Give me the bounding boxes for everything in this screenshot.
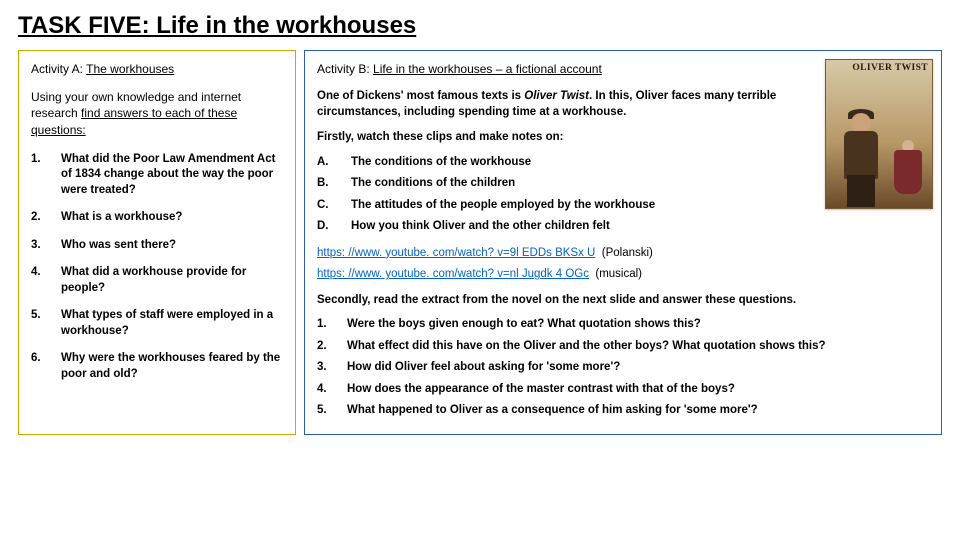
list-item: 1.What did the Poor Law Amendment Act of… <box>31 152 283 211</box>
q-text: What happened to Oliver as a consequence… <box>347 400 929 422</box>
q-number: 3. <box>317 357 347 379</box>
letter-label: B. <box>317 173 351 195</box>
intro-pre: One of Dickens' most famous texts is <box>317 90 524 102</box>
activity-a-prefix: Activity A: <box>31 62 86 76</box>
activity-a-question-list: 1.What did the Poor Law Amendment Act of… <box>31 152 283 395</box>
secondly-bold: read <box>374 294 398 306</box>
link-2-label: (musical) <box>595 268 642 280</box>
watch-pre: Firstly, <box>317 131 357 143</box>
list-item: B.The conditions of the children <box>317 173 655 195</box>
q-text: What did a workhouse provide for people? <box>61 265 283 308</box>
list-item: 3.How did Oliver feel about asking for '… <box>317 357 929 379</box>
letter-text: The conditions of the children <box>351 173 655 195</box>
letter-text: How you think Oliver and the other child… <box>351 216 655 238</box>
activity-a-title-underlined: The workhouses <box>86 62 174 76</box>
q-text: Why were the workhouses feared by the po… <box>61 351 283 394</box>
letter-label: D. <box>317 216 351 238</box>
activity-b-question-list: 1.Were the boys given enough to eat? Wha… <box>317 314 929 422</box>
list-item: 6.Why were the workhouses feared by the … <box>31 351 283 394</box>
q-number: 5. <box>31 308 61 351</box>
q-text: Who was sent there? <box>61 238 283 266</box>
q-text: What is a workhouse? <box>61 210 283 238</box>
list-item: A.The conditions of the workhouse <box>317 152 655 174</box>
youtube-link-musical[interactable]: https: //www. youtube. com/watch? v=nl J… <box>317 268 589 280</box>
q-text: Were the boys given enough to eat? What … <box>347 314 929 336</box>
letter-text: The conditions of the workhouse <box>351 152 655 174</box>
list-item: 5.What happened to Oliver as a consequen… <box>317 400 929 422</box>
secondly-pre: Secondly, <box>317 294 374 306</box>
q-number: 5. <box>317 400 347 422</box>
q-text: What effect did this have on the Oliver … <box>347 336 929 358</box>
video-link-1: https: //www. youtube. com/watch? v=9l E… <box>317 246 929 262</box>
watch-bold: watch <box>357 131 390 143</box>
q-text: How does the appearance of the master co… <box>347 379 929 401</box>
secondly-post: the extract from the novel on the next s… <box>398 294 796 306</box>
youtube-link-polanski[interactable]: https: //www. youtube. com/watch? v=9l E… <box>317 247 595 259</box>
content-columns: Activity A: The workhouses Using your ow… <box>18 50 942 435</box>
list-item: 2.What effect did this have on the Olive… <box>317 336 929 358</box>
letter-text: The attitudes of the people employed by … <box>351 195 655 217</box>
watch-post: these clips and make notes on: <box>390 131 564 143</box>
q-number: 6. <box>31 351 61 394</box>
activity-b-prefix: Activity B: <box>317 62 373 76</box>
q-text: What types of staff were employed in a w… <box>61 308 283 351</box>
page-title: TASK FIVE: Life in the workhouses <box>18 12 942 40</box>
poster-figure-boy <box>836 113 886 208</box>
list-item: 3.Who was sent there? <box>31 238 283 266</box>
q-number: 1. <box>317 314 347 336</box>
video-link-2: https: //www. youtube. com/watch? v=nl J… <box>317 267 929 283</box>
q-number: 3. <box>31 238 61 266</box>
q-text: What did the Poor Law Amendment Act of 1… <box>61 152 283 211</box>
activity-b-box: OLIVER TWIST Activity B: Life in the wor… <box>304 50 942 435</box>
q-number: 4. <box>317 379 347 401</box>
list-item: 1.Were the boys given enough to eat? Wha… <box>317 314 929 336</box>
q-number: 4. <box>31 265 61 308</box>
q-number: 1. <box>31 152 61 211</box>
intro-italic-title: Oliver Twist <box>524 90 589 102</box>
link-1-label: (Polanski) <box>602 247 653 259</box>
q-text: How did Oliver feel about asking for 'so… <box>347 357 929 379</box>
secondly-instruction: Secondly, read the extract from the nove… <box>317 293 929 309</box>
notes-list: A.The conditions of the workhouse B.The … <box>317 152 655 238</box>
list-item: 4.What did a workhouse provide for peopl… <box>31 265 283 308</box>
list-item: 2.What is a workhouse? <box>31 210 283 238</box>
poster-title: OLIVER TWIST <box>852 64 928 74</box>
q-number: 2. <box>317 336 347 358</box>
activity-a-instruction: Using your own knowledge and internet re… <box>31 89 283 138</box>
activity-a-box: Activity A: The workhouses Using your ow… <box>18 50 296 435</box>
letter-label: C. <box>317 195 351 217</box>
activity-b-title-underlined: Life in the workhouses – a fictional acc… <box>373 62 602 76</box>
q-number: 2. <box>31 210 61 238</box>
poster-figure-girl <box>890 140 926 200</box>
list-item: 5.What types of staff were employed in a… <box>31 308 283 351</box>
list-item: D.How you think Oliver and the other chi… <box>317 216 655 238</box>
list-item: 4.How does the appearance of the master … <box>317 379 929 401</box>
oliver-twist-poster: OLIVER TWIST <box>825 59 933 209</box>
activity-a-heading: Activity A: The workhouses <box>31 61 283 77</box>
list-item: C.The attitudes of the people employed b… <box>317 195 655 217</box>
letter-label: A. <box>317 152 351 174</box>
